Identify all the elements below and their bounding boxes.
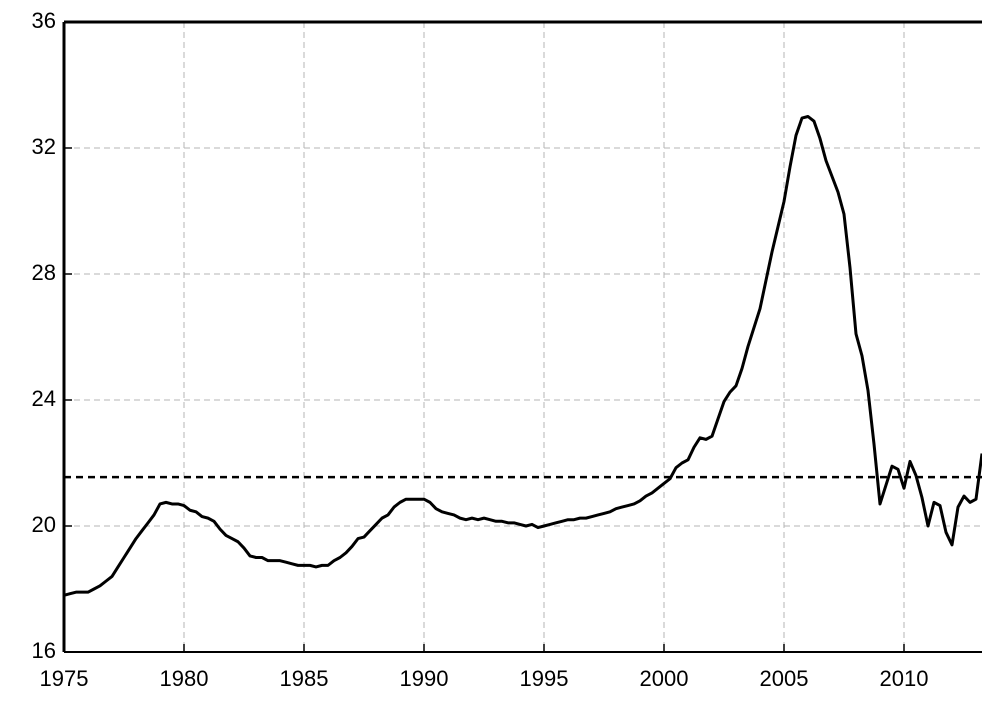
x-tick-label: 1980	[160, 666, 209, 691]
y-tick-label: 16	[32, 638, 56, 663]
y-tick-label: 28	[32, 260, 56, 285]
x-tick-label: 2010	[880, 666, 929, 691]
data-line	[63, 115, 982, 597]
x-tick-label: 2000	[640, 666, 689, 691]
y-tick-label: 20	[32, 512, 56, 537]
x-tick-label: 2005	[760, 666, 809, 691]
x-tick-label: 1985	[280, 666, 329, 691]
x-tick-label: 1990	[400, 666, 449, 691]
y-tick-label: 32	[32, 134, 56, 159]
x-tick-label: 1995	[520, 666, 569, 691]
y-tick-label: 24	[32, 386, 56, 411]
x-tick-label: 1975	[40, 666, 89, 691]
y-tick-label: 36	[32, 8, 56, 33]
